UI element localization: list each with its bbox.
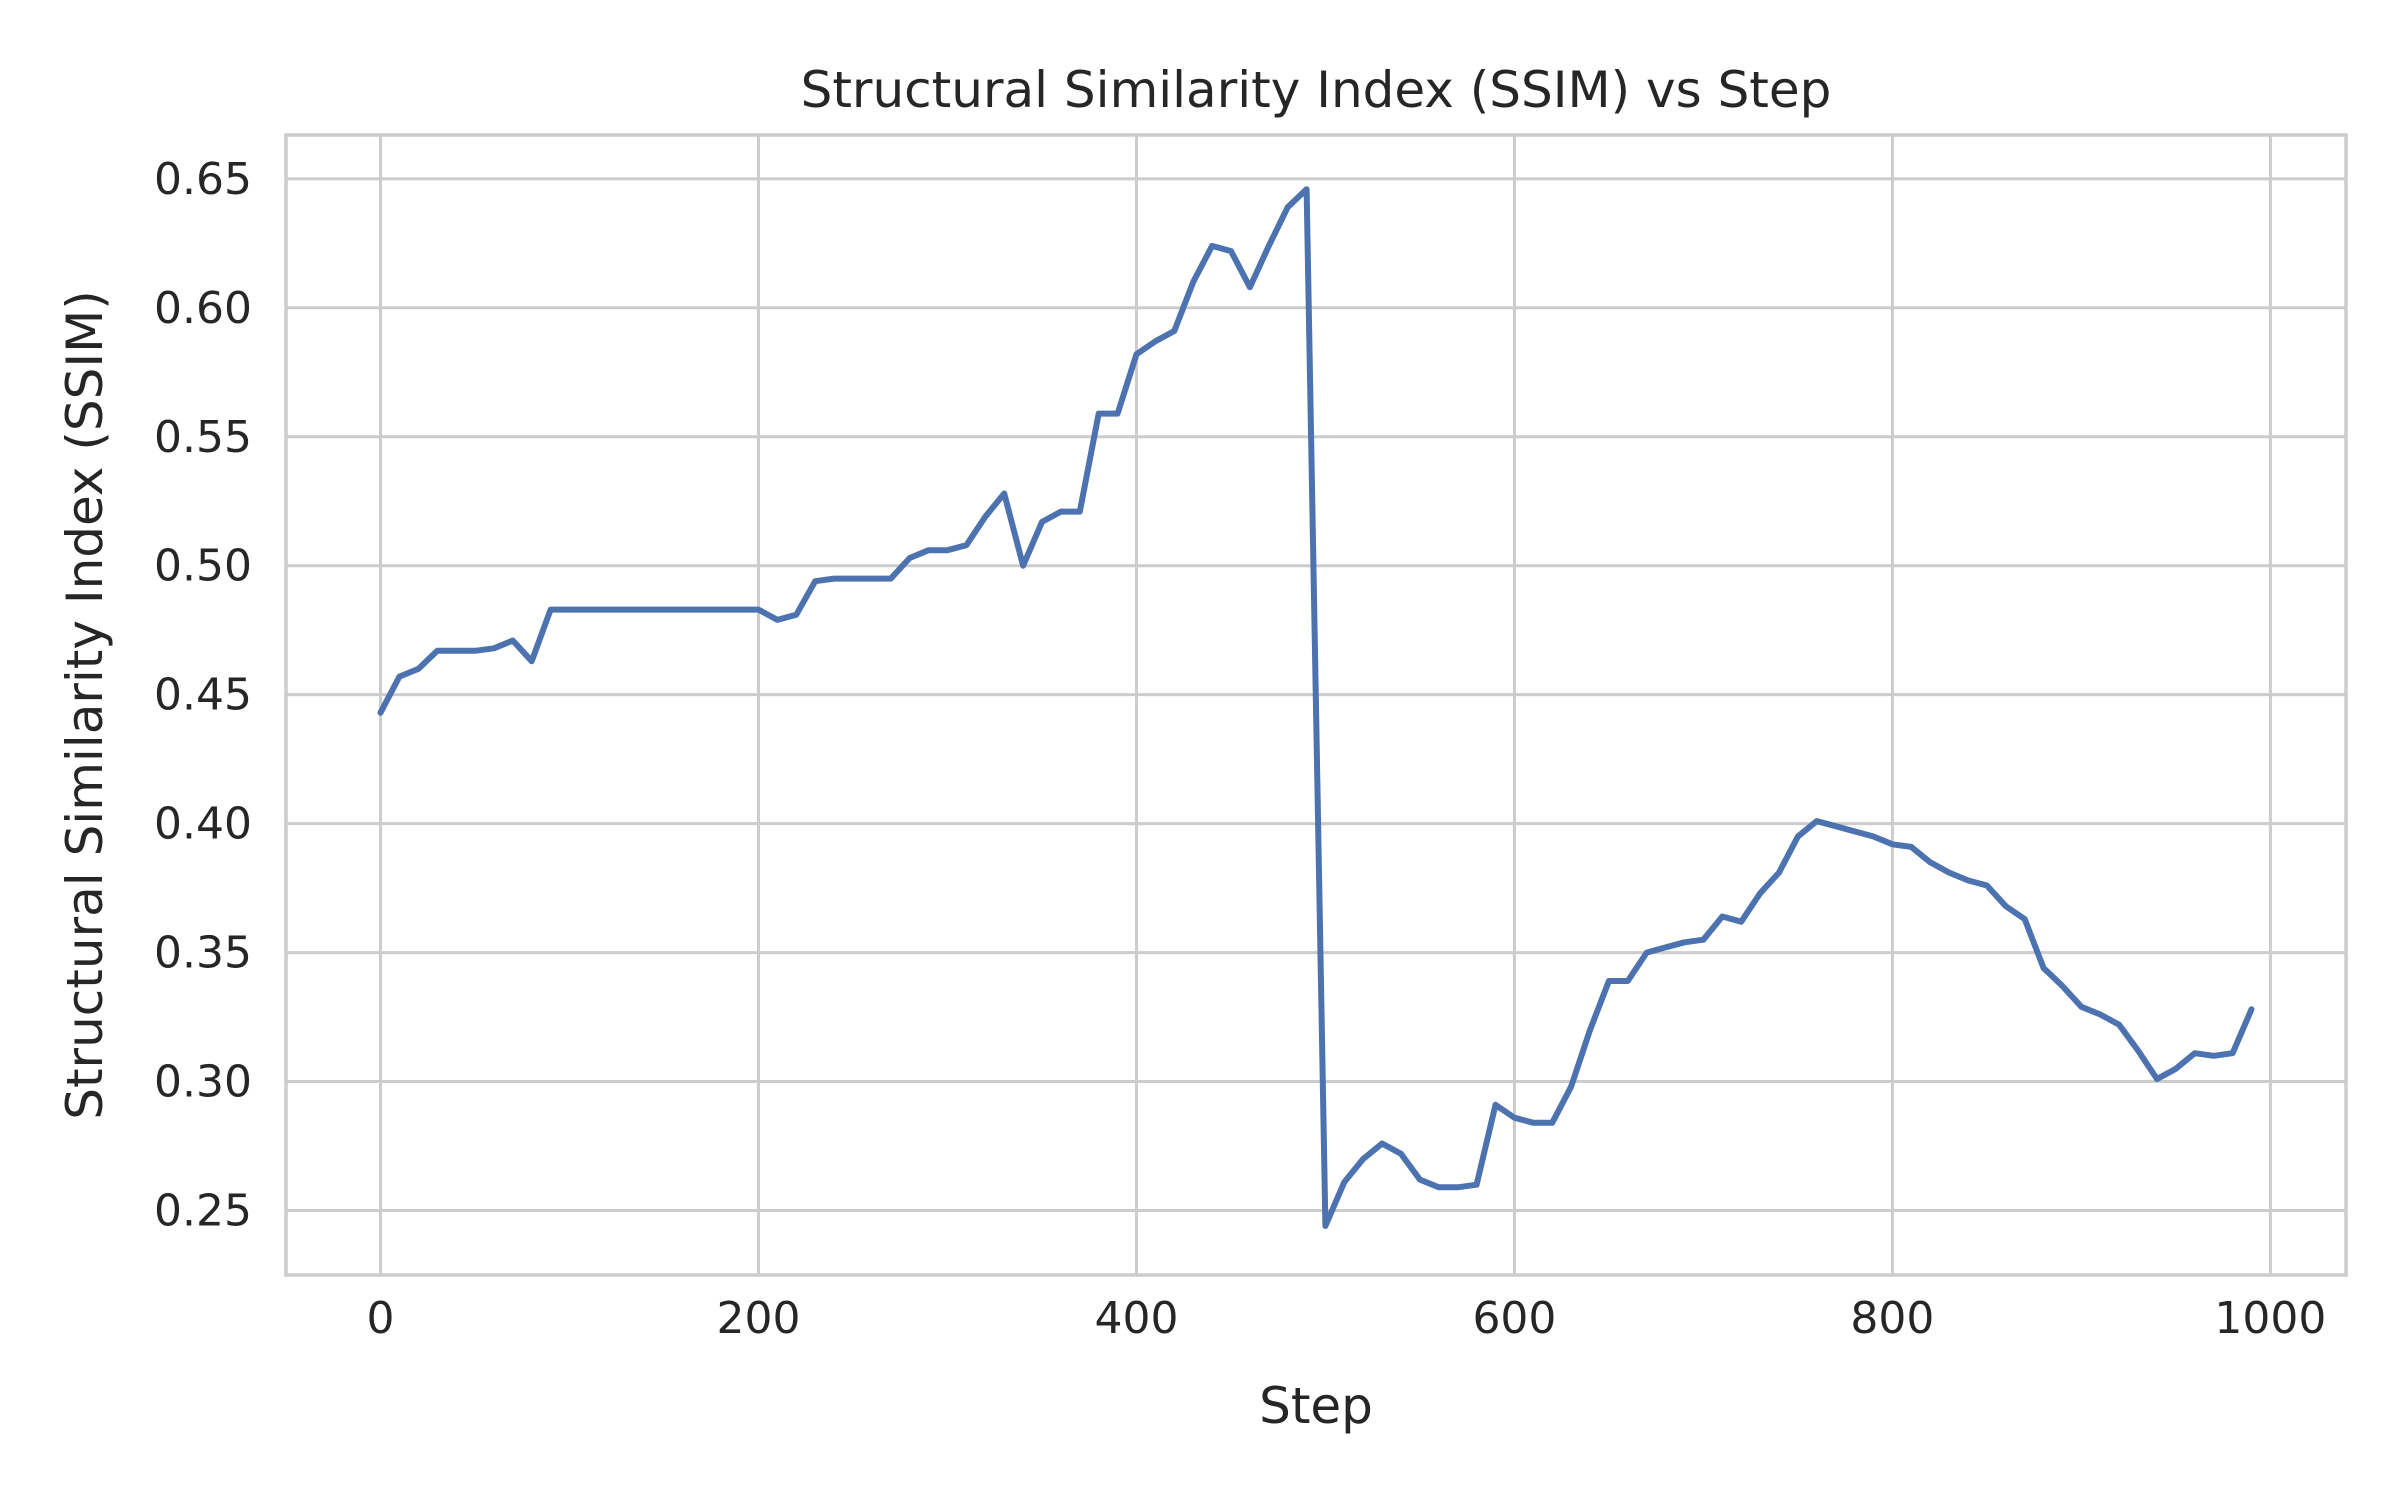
y-axis-label: Structural Similarity Index (SSIM): [56, 290, 114, 1120]
x-tick-label: 800: [1850, 1293, 1934, 1344]
y-tick-label: 0.35: [154, 928, 252, 979]
tick-labels: 0 200 400 600 800 1000 0.25 0.30 0.35 0.40 0.45 0.5…: [154, 154, 2326, 1344]
x-axis-label: Step: [1259, 1377, 1373, 1435]
ssim-series-line: [377, 186, 2255, 1229]
y-tick-label: 0.50: [154, 541, 252, 592]
y-tick-label: 0.25: [154, 1186, 252, 1237]
x-tick-label: 0: [366, 1293, 394, 1344]
x-tick-label: 200: [716, 1293, 800, 1344]
y-tick-label: 0.45: [154, 670, 252, 721]
y-tick-label: 0.65: [154, 154, 252, 205]
series-layer: [377, 186, 2255, 1229]
y-tick-label: 0.40: [154, 799, 252, 850]
grid: [286, 135, 2346, 1275]
y-tick-label: 0.30: [154, 1057, 252, 1108]
x-tick-label: 1000: [2214, 1293, 2326, 1344]
y-tick-label: 0.55: [154, 412, 252, 463]
plot-frame: [284, 133, 2348, 1277]
x-tick-label: 600: [1472, 1293, 1556, 1344]
y-tick-label: 0.60: [154, 283, 252, 334]
x-tick-label: 400: [1094, 1293, 1178, 1344]
chart-title: Structural Similarity Index (SSIM) vs St…: [801, 61, 1832, 119]
